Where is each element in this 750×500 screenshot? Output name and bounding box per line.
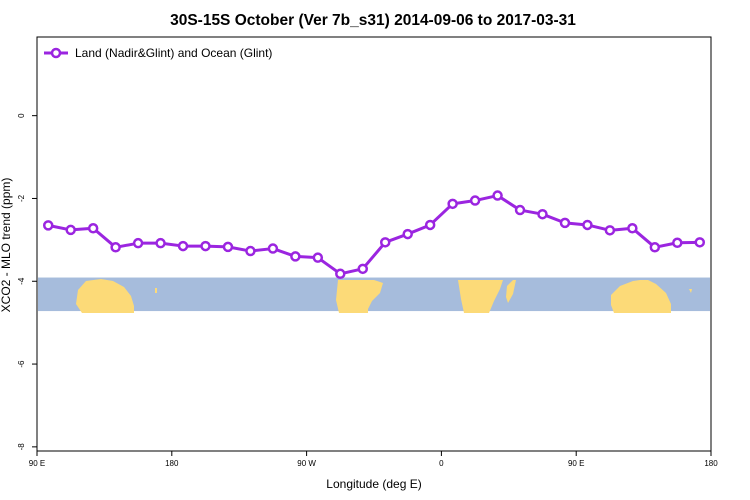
data-point (649, 242, 661, 253)
data-point (582, 219, 593, 231)
y-tick-label: -4 (17, 277, 26, 285)
y-tick-label: -6 (17, 360, 26, 368)
y-axis: 0 -2 -4 -6 -8 (17, 113, 37, 451)
data-point (402, 228, 413, 240)
data-point (424, 219, 436, 231)
data-point (694, 237, 706, 248)
y-tick-label: 0 (17, 113, 26, 118)
data-point (604, 225, 616, 236)
data-point (177, 240, 189, 252)
data-point (200, 240, 211, 252)
data-point (514, 204, 526, 216)
y-tick-label: -8 (17, 443, 26, 451)
data-point (155, 237, 166, 249)
world-map-band (38, 277, 710, 313)
data-point (65, 224, 76, 236)
x-tick-label: 90 E (568, 459, 584, 468)
data-point (267, 243, 279, 254)
data-point (110, 242, 121, 253)
legend-entry-label: Land (Nadir&Glint) and Ocean (Glint) (75, 46, 272, 60)
x-tick-label: 90 W (297, 459, 316, 468)
x-axis-label: Longitude (deg E) (326, 477, 421, 491)
data-point (335, 268, 346, 280)
data-point (447, 198, 458, 210)
data-point (469, 195, 481, 206)
data-point (245, 245, 256, 257)
data-point (537, 208, 548, 220)
land-area (611, 280, 671, 313)
data-point (627, 223, 638, 234)
x-tick-label: 180 (704, 459, 718, 468)
series-layer (42, 190, 706, 280)
y-axis-label: XCO2 - MLO trend (ppm) (0, 178, 13, 313)
x-axis: 90 E 180 90 W 0 90 E 180 (29, 451, 718, 468)
land-area (506, 280, 516, 303)
legend: Land (Nadir&Glint) and Ocean (Glint) (44, 46, 272, 60)
plot-frame (36, 36, 712, 452)
data-point (132, 237, 144, 249)
land-area (689, 289, 692, 293)
series-line (47, 194, 700, 276)
legend-marker-swatch (50, 47, 62, 59)
x-tick-label: 0 (439, 459, 444, 468)
land-area (336, 280, 383, 313)
data-point (87, 223, 99, 234)
data-point (379, 237, 391, 248)
data-point (42, 220, 54, 231)
data-point (357, 263, 369, 275)
x-tick-label: 180 (165, 459, 179, 468)
data-point (672, 237, 683, 249)
data-point (290, 251, 301, 262)
x-tick-label: 90 E (29, 459, 45, 468)
data-point (559, 217, 571, 229)
land-area (76, 279, 134, 313)
chart-title: 30S-15S October (Ver 7b_s31) 2014-09-06 … (170, 12, 576, 29)
land-area (458, 280, 503, 313)
data-point (222, 241, 234, 253)
land-area (155, 288, 157, 293)
data-point (312, 252, 324, 263)
y-tick-label: -2 (17, 194, 26, 202)
data-point (492, 190, 503, 201)
